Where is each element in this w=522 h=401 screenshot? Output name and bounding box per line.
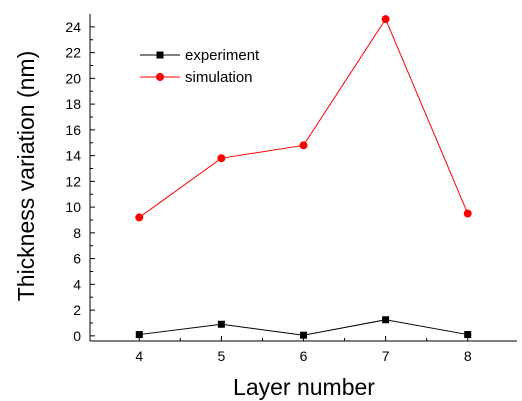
y-tick-label: 10 bbox=[65, 199, 81, 215]
series-simulation bbox=[135, 15, 472, 222]
series-layer bbox=[135, 15, 472, 339]
y-tick-label: 2 bbox=[73, 302, 81, 318]
y-tick-label: 6 bbox=[73, 251, 81, 267]
data-point-simulation bbox=[299, 141, 308, 150]
data-point-experiment bbox=[464, 331, 472, 339]
y-tick-label: 16 bbox=[65, 122, 81, 138]
y-tick-label: 22 bbox=[65, 45, 81, 61]
y-tick-label: 0 bbox=[73, 328, 81, 344]
y-tick-label: 18 bbox=[65, 96, 81, 112]
series-experiment bbox=[135, 316, 472, 339]
legend-marker bbox=[156, 73, 164, 81]
legend-label: simulation bbox=[185, 69, 253, 86]
data-point-simulation bbox=[217, 154, 226, 163]
data-point-simulation bbox=[463, 209, 472, 218]
y-tick-label: 24 bbox=[65, 19, 81, 35]
x-tick-label: 4 bbox=[135, 348, 143, 364]
data-point-experiment bbox=[135, 331, 143, 339]
legend-label: experiment bbox=[185, 47, 260, 64]
legend-entry-simulation: simulation bbox=[140, 69, 253, 86]
x-tick-label: 8 bbox=[464, 348, 472, 364]
y-axis-title: Thickness variation (nm) bbox=[13, 51, 39, 302]
data-point-experiment bbox=[300, 331, 307, 339]
y-tick-label: 4 bbox=[73, 276, 81, 292]
y-tick-label: 12 bbox=[65, 173, 81, 189]
y-tick-label: 20 bbox=[65, 70, 81, 86]
y-tick-label: 14 bbox=[65, 148, 81, 164]
data-point-simulation bbox=[381, 15, 390, 24]
x-tick-label: 5 bbox=[217, 348, 225, 364]
data-point-experiment bbox=[217, 320, 225, 328]
legend-marker bbox=[156, 51, 164, 59]
y-tick-label: 8 bbox=[73, 225, 81, 241]
legend-entry-experiment: experiment bbox=[140, 47, 260, 64]
data-point-experiment bbox=[382, 316, 390, 324]
data-point-simulation bbox=[135, 213, 144, 222]
x-axis-title: Layer number bbox=[233, 374, 375, 400]
legend: experiment simulation bbox=[140, 47, 260, 86]
x-tick-label: 7 bbox=[382, 348, 390, 364]
x-tick-label: 6 bbox=[300, 348, 308, 364]
